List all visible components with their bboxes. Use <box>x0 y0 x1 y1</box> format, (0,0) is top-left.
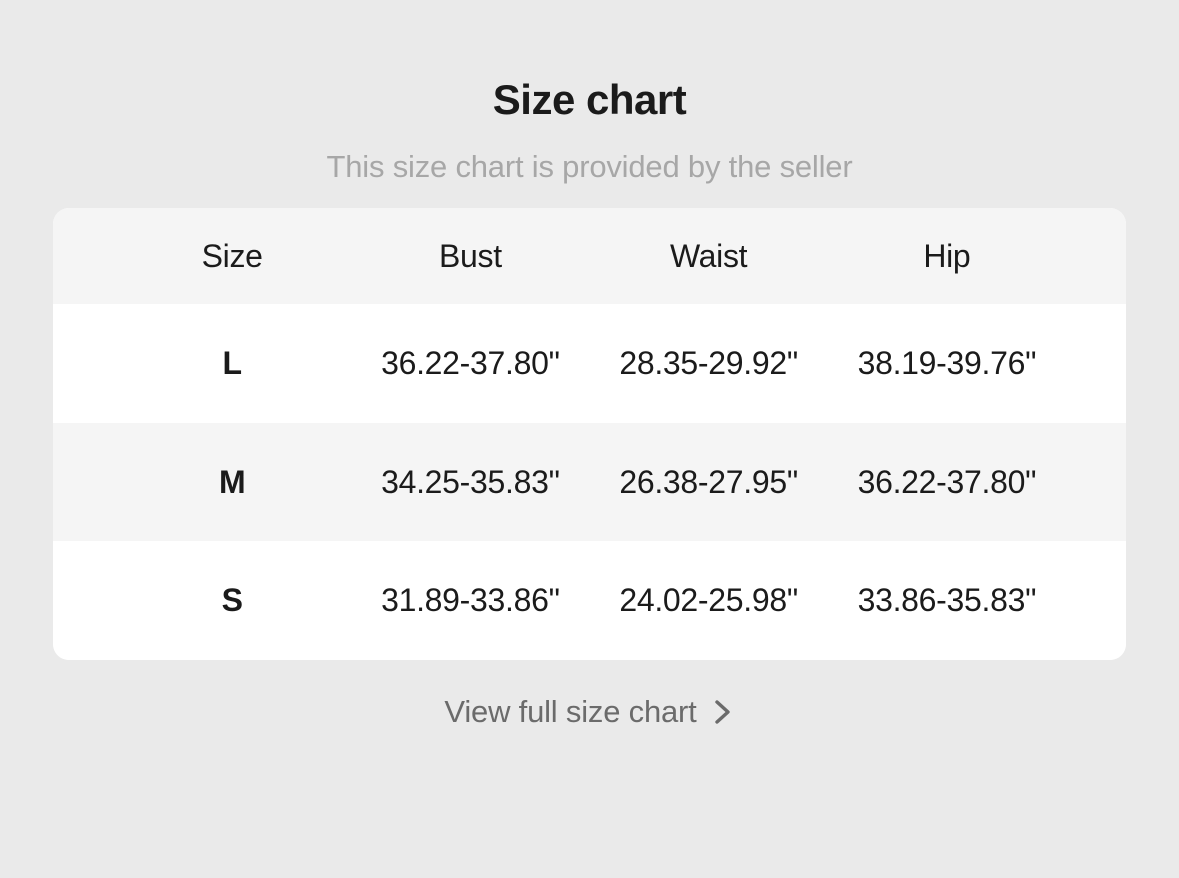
view-full-size-chart-link[interactable]: View full size chart <box>0 696 1179 728</box>
hip-value: 36.22-37.80" <box>857 463 1037 500</box>
size-label: L <box>222 344 243 381</box>
hip-value: 33.86-35.83" <box>857 582 1037 619</box>
column-header-size: Size <box>201 237 263 274</box>
bust-value: 34.25-35.83" <box>381 463 560 500</box>
column-header-bust: Bust <box>438 237 502 274</box>
page-title: Size chart <box>492 76 687 123</box>
table-header-row: Size Bust Waist Hip <box>53 208 1126 304</box>
table-row-size-l: L 36.22-37.80" 28.35-29.92" 38.19-39.76" <box>53 304 1126 423</box>
size-label: S <box>221 582 243 619</box>
seller-disclaimer: This size chart is provided by the selle… <box>326 149 853 184</box>
waist-value: 24.02-25.98" <box>619 582 798 619</box>
waist-value: 26.38-27.95" <box>619 463 798 500</box>
table-row-size-m: M 34.25-35.83" 26.38-27.95" 36.22-37.80" <box>53 422 1126 542</box>
chevron-right-icon <box>711 699 735 725</box>
size-label: M <box>218 463 246 500</box>
size-chart-sheet: Size chart This size chart is provided b… <box>0 76 1179 728</box>
table-row-size-s: S 31.89-33.86" 24.02-25.98" 33.86-35.83" <box>53 541 1126 660</box>
hip-value: 38.19-39.76" <box>857 344 1037 381</box>
size-chart-table: Size Bust Waist Hip L 36.22-37.80" 28.35… <box>53 208 1126 660</box>
waist-value: 28.35-29.92" <box>619 344 798 381</box>
view-full-size-chart-label: View full size chart <box>444 694 697 729</box>
column-header-waist: Waist <box>669 237 748 274</box>
bust-value: 31.89-33.86" <box>381 582 560 619</box>
bust-value: 36.22-37.80" <box>381 344 560 381</box>
column-header-hip: Hip <box>923 237 971 274</box>
